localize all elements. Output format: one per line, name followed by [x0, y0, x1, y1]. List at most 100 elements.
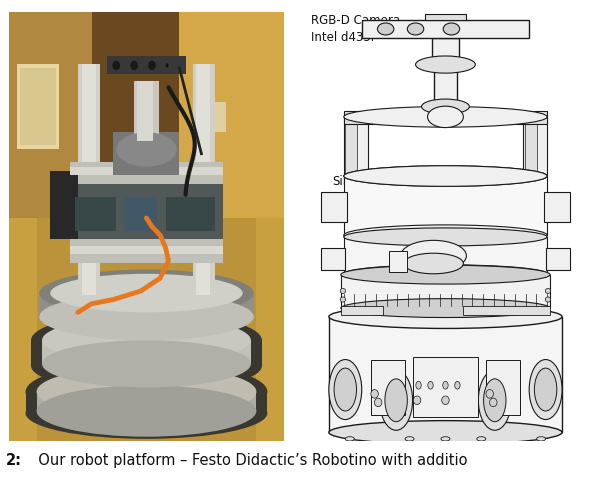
Ellipse shape [344, 265, 547, 283]
Ellipse shape [345, 437, 355, 441]
Bar [107, 56, 186, 74]
Bar [344, 176, 547, 235]
Text: 2:: 2: [6, 453, 22, 468]
Ellipse shape [340, 297, 345, 302]
Bar [434, 64, 457, 106]
Bar [329, 317, 562, 432]
Bar [50, 171, 78, 240]
Bar [425, 14, 466, 20]
Ellipse shape [400, 241, 466, 271]
Bar [544, 192, 570, 222]
Ellipse shape [25, 388, 268, 439]
Ellipse shape [428, 106, 463, 127]
Bar [165, 196, 215, 231]
Ellipse shape [130, 61, 138, 70]
Bar [69, 246, 223, 254]
Bar [9, 218, 284, 441]
Ellipse shape [443, 23, 460, 35]
Ellipse shape [39, 293, 254, 340]
Bar [344, 111, 547, 124]
Ellipse shape [329, 360, 362, 419]
Bar [193, 64, 215, 295]
Ellipse shape [477, 437, 486, 441]
Ellipse shape [371, 390, 378, 398]
Bar [69, 167, 223, 175]
Bar [114, 132, 179, 175]
Ellipse shape [416, 381, 421, 389]
Bar [42, 340, 251, 364]
Bar [341, 306, 383, 315]
Ellipse shape [378, 23, 394, 35]
Ellipse shape [484, 379, 506, 422]
Ellipse shape [535, 368, 557, 411]
Ellipse shape [478, 370, 511, 430]
Ellipse shape [341, 265, 550, 284]
Bar [20, 68, 56, 145]
Bar [37, 390, 257, 411]
Bar [321, 248, 345, 270]
Bar [179, 12, 284, 218]
Ellipse shape [405, 437, 414, 441]
Ellipse shape [116, 132, 177, 167]
Ellipse shape [442, 396, 449, 405]
Bar [213, 102, 226, 132]
Ellipse shape [344, 166, 547, 186]
Text: Our robot platform – Festo Didactic’s Robotino with additio: Our robot platform – Festo Didactic’s Ro… [29, 453, 467, 468]
Ellipse shape [428, 381, 433, 389]
Bar [345, 115, 357, 175]
Ellipse shape [416, 56, 475, 73]
Ellipse shape [37, 366, 257, 417]
Ellipse shape [545, 297, 551, 302]
Bar [134, 81, 159, 141]
Bar [413, 357, 478, 417]
Bar [432, 38, 459, 64]
Ellipse shape [407, 23, 424, 35]
Ellipse shape [31, 313, 262, 368]
Bar [344, 237, 547, 274]
Bar [37, 218, 257, 441]
Ellipse shape [403, 253, 463, 274]
Ellipse shape [42, 340, 251, 388]
Ellipse shape [529, 360, 562, 419]
Ellipse shape [545, 288, 551, 294]
Text: LRF
(Hokuyo): LRF (Hokuyo) [463, 233, 516, 263]
Bar [196, 64, 210, 295]
Bar [341, 274, 550, 308]
Bar [31, 340, 262, 366]
Ellipse shape [380, 370, 413, 430]
Ellipse shape [443, 381, 448, 389]
Ellipse shape [441, 437, 450, 441]
Ellipse shape [385, 379, 407, 422]
Text: Single-board
Computer Bay: Single-board Computer Bay [332, 175, 417, 205]
Ellipse shape [329, 420, 562, 444]
Ellipse shape [344, 228, 547, 246]
Bar [362, 20, 529, 38]
Bar [92, 12, 179, 218]
Bar [69, 240, 223, 263]
Bar [137, 81, 153, 141]
Ellipse shape [536, 437, 545, 441]
Ellipse shape [25, 362, 268, 422]
Ellipse shape [31, 340, 262, 392]
Ellipse shape [112, 61, 120, 70]
Bar [388, 251, 406, 271]
Text: RGB-D Camera
Intel d435i: RGB-D Camera Intel d435i [311, 14, 400, 45]
Bar [69, 162, 223, 186]
Bar [18, 64, 59, 149]
Bar [486, 360, 520, 416]
Bar [124, 196, 158, 231]
Bar [545, 248, 570, 270]
Ellipse shape [329, 305, 562, 328]
Bar [78, 64, 100, 295]
Bar [25, 392, 268, 413]
Bar [371, 360, 405, 416]
Ellipse shape [344, 166, 547, 186]
Bar [344, 115, 368, 175]
Ellipse shape [344, 106, 547, 127]
Ellipse shape [486, 390, 493, 398]
Bar [321, 192, 347, 222]
Ellipse shape [341, 298, 550, 318]
Ellipse shape [334, 368, 356, 411]
Ellipse shape [37, 385, 257, 437]
Bar [9, 12, 284, 218]
